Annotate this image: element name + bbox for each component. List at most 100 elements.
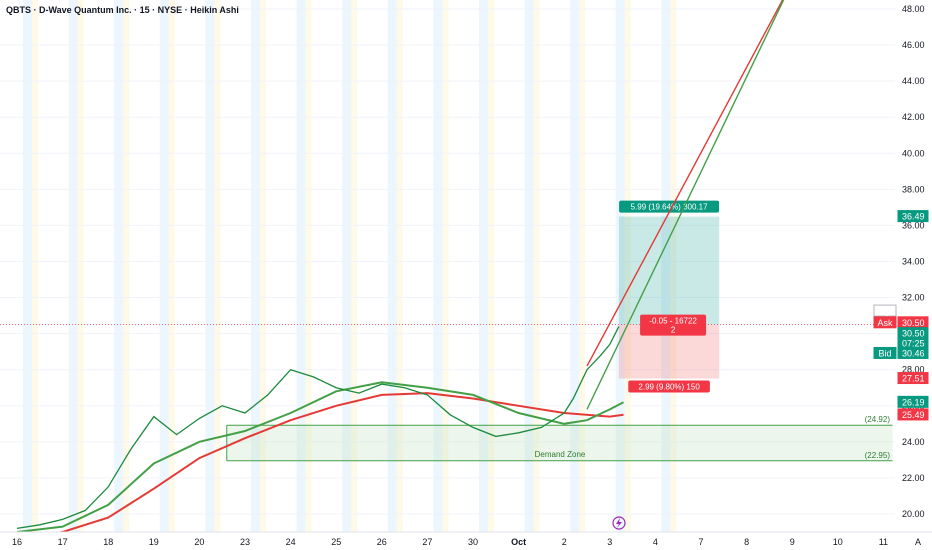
axis-tag-bg (897, 210, 929, 223)
channel-red-line (586, 0, 784, 367)
time-axis[interactable]: 16 17 18 19 20 23 24 25 26 27 30 Oct 2 3 4 7 8 9 10 11 (0, 531, 932, 550)
axis-tag-value: 07:25 (902, 339, 925, 349)
session-band (670, 0, 677, 532)
axis-tag-value: 26.19 (902, 397, 925, 407)
x-tick-label: 7 (698, 537, 703, 547)
session-band (77, 0, 84, 532)
session-band (123, 0, 130, 532)
session-band (579, 0, 586, 532)
price-line (16, 326, 620, 530)
ma-green-line (16, 381, 624, 533)
y-tick-label: 36.00 (902, 220, 925, 230)
session-band (342, 0, 352, 532)
session-band (168, 0, 175, 532)
y-tick-label: 28.00 (902, 365, 925, 375)
session-band (479, 0, 488, 532)
x-tick-label: 11 (879, 537, 888, 547)
demand-zone-bottom-value: (22.95) (865, 451, 891, 460)
chart-title: QBTS · D-Wave Quantum Inc. · 15 · NYSE ·… (6, 5, 239, 15)
target-label: 5.99 (19.64%) 300.17 (631, 203, 708, 212)
session-band (351, 0, 358, 532)
axis-tag-label: Ask (877, 318, 893, 328)
x-tick-label: 23 (240, 537, 250, 547)
y-tick-label: 34.00 (902, 256, 925, 266)
session-band (251, 0, 260, 532)
axis-tag-bg (897, 372, 929, 385)
x-tick-label: Oct (511, 537, 526, 547)
x-tick-label: 30 (468, 537, 478, 547)
session-band (205, 0, 215, 532)
axis-tag-value: 30.50 (902, 318, 925, 328)
session-band (214, 0, 221, 532)
session-band (159, 0, 169, 532)
stop-label: 2.99 (9.80%) 150 (638, 383, 700, 392)
x-tick-label: 16 (12, 537, 22, 547)
y-tick-label: 32.00 (902, 293, 925, 303)
session-band (260, 0, 266, 532)
demand-zone-top-value: (24.92) (865, 415, 891, 424)
session-band (533, 0, 540, 532)
session-band (442, 0, 449, 532)
axis-tag-label-bg (873, 316, 897, 329)
session-band (570, 0, 580, 532)
session-band (624, 0, 631, 532)
y-tick-label: 38.00 (902, 184, 925, 194)
axis-tag-label: Bid (878, 348, 891, 358)
auto-scale-icon[interactable]: A (915, 537, 921, 547)
x-tick-label: 4 (653, 537, 658, 547)
x-tick-label: 10 (833, 537, 843, 547)
axis-tag-bg (897, 408, 929, 421)
session-band (433, 0, 443, 532)
x-tick-label: 3 (607, 537, 612, 547)
x-tick-label: 24 (286, 537, 296, 547)
y-tick-label: 46.00 (902, 40, 925, 50)
x-tick-label: 19 (149, 537, 159, 547)
y-tick-label: 42.00 (902, 112, 925, 122)
target-label-bg (619, 200, 720, 213)
price-axis[interactable]: 20.0022.0024.0026.0028.0030.0032.0034.00… (873, 0, 932, 550)
channel-green-line (586, 0, 785, 410)
axis-tag-label-bg (873, 346, 897, 359)
x-tick-label: 27 (422, 537, 432, 547)
time-axis-bg (0, 532, 932, 550)
session-band (296, 0, 306, 532)
grid (0, 8, 895, 515)
long-position-tool[interactable]: 5.99 (19.64%) 300.17 2.99 (9.80%) 150 -0.0… (0, 200, 895, 393)
target-zone (618, 216, 720, 325)
session-band (387, 0, 397, 532)
axis-tag-value: 30.60 (902, 306, 925, 316)
demand-zone: Demand Zone (24.92) (22.95) (226, 415, 893, 462)
session-band (32, 0, 38, 532)
x-tick-label: 17 (58, 537, 68, 547)
x-tick-label: 26 (377, 537, 387, 547)
x-tick-label: 2 (562, 537, 567, 547)
entry-label: -0.05 - 16722 (649, 317, 697, 326)
axis-tag-value: 25.49 (902, 410, 925, 420)
x-tick-label: 18 (103, 537, 113, 547)
demand-zone-area (226, 425, 893, 461)
session-band (615, 0, 625, 532)
y-tick-label: 20.00 (902, 509, 925, 519)
session-bands (23, 0, 677, 532)
session-band (23, 0, 32, 532)
stop-label-bg (628, 380, 710, 393)
session-band (305, 0, 312, 532)
x-tick-label: 25 (331, 537, 341, 547)
entry-qty-label: 2 (671, 326, 676, 335)
series-layer (16, 0, 785, 541)
session-band (661, 0, 671, 532)
axis-tag-bg (897, 346, 929, 359)
x-tick-label: 20 (194, 537, 204, 547)
lightning-icon[interactable] (612, 516, 626, 530)
axis-tag-bg (897, 304, 929, 317)
ma-red-line (16, 392, 624, 541)
x-tick-label: 9 (790, 537, 795, 547)
axis-tag-value: 27.51 (902, 374, 925, 384)
y-tick-label: 24.00 (902, 437, 925, 447)
axis-tag-value: 30.50 (902, 329, 925, 339)
price-axis-bg (895, 0, 932, 550)
session-band (114, 0, 124, 532)
axis-tag-value: 36.49 (902, 212, 925, 222)
axis-tag-label: High (876, 306, 895, 316)
